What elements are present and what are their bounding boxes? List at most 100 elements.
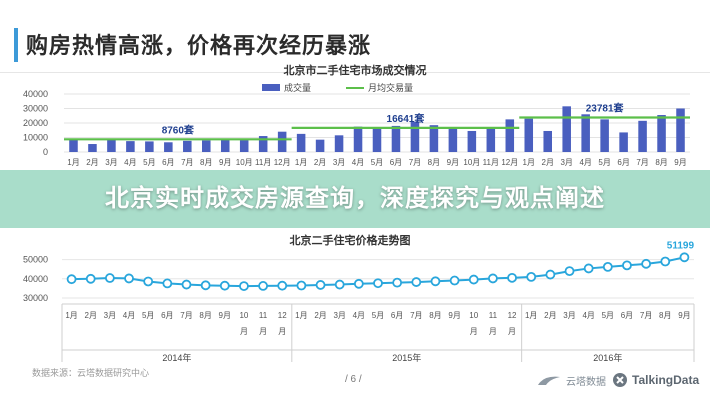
chart2-title: 北京二手住宅价格走势图 [290, 233, 411, 247]
price-point-6 [181, 279, 192, 290]
price-point-20 [449, 275, 460, 286]
bar-1月 [524, 118, 534, 152]
bar-7月 [638, 120, 647, 152]
chart1-ytick: 0 [43, 147, 48, 157]
bar-4月 [126, 141, 135, 152]
chart2-xtick: 3月 [563, 311, 575, 320]
price-point-1 [85, 273, 96, 284]
price-point-0 [66, 274, 77, 285]
bar-2月 [543, 130, 552, 152]
price-point-12 [296, 280, 307, 291]
price-point-30 [641, 258, 652, 269]
legend-label-average: 月均交易量 [368, 82, 413, 93]
chart1-xtick: 9月 [219, 158, 231, 167]
chart2-xtick: 5月 [372, 311, 384, 320]
chart1-xtick: 10月 [236, 158, 253, 167]
chart2-xtick: 1月 [295, 311, 307, 320]
chart1-xtick: 2月 [86, 158, 98, 167]
chart1-xtick: 9月 [447, 158, 459, 167]
bar-5月 [145, 141, 154, 152]
title-accent-bar [14, 28, 18, 62]
chart1-ytick: 30000 [23, 104, 48, 114]
price-point-31 [660, 256, 671, 267]
yunta-logo-icon [538, 376, 560, 385]
chart2-xtick: 9月 [678, 311, 690, 320]
price-point-22 [488, 273, 498, 284]
bar-10月 [239, 140, 249, 152]
chart2-xtick-line2: 月 [278, 327, 286, 336]
title-divider [0, 72, 710, 73]
chart1-xtick: 11月 [483, 158, 499, 167]
chart1-xtick: 6月 [390, 158, 402, 167]
chart1-xtick: 7月 [636, 158, 648, 167]
chart2-xtick: 9月 [219, 311, 231, 320]
chart1-ytick: 40000 [23, 89, 48, 99]
bar-7月 [410, 121, 420, 152]
chart2-xtick: 12 [508, 311, 517, 320]
bar-4月 [353, 126, 363, 152]
chart1-xtick: 7月 [409, 158, 421, 167]
chart2-xtick: 2月 [544, 311, 556, 320]
chart1-xtick: 1月 [295, 158, 307, 167]
data-source-note: 数据来源：云塔数据研究中心 [32, 368, 150, 378]
price-point-14 [334, 279, 345, 290]
chart1-xtick: 3月 [333, 158, 345, 167]
chart1-xtick: 6月 [617, 158, 629, 167]
chart2-xtick: 9月 [448, 311, 460, 320]
price-point-26 [564, 266, 575, 277]
price-point-23 [507, 272, 517, 283]
price-point-15 [353, 278, 364, 289]
chart2-xtick: 7月 [180, 311, 192, 320]
chart2-xtick: 3月 [104, 311, 116, 320]
bar-3月 [562, 106, 571, 152]
chart2-xtick: 11 [489, 311, 498, 320]
chart1-xtick: 8月 [428, 158, 440, 167]
talkingdata-logo: TalkingData [612, 370, 699, 390]
chart2-xtick: 10 [239, 311, 248, 320]
chart2-xtick: 7月 [640, 311, 652, 320]
price-end-label: 51199 [667, 240, 695, 251]
bar-4月 [581, 114, 590, 152]
price-point-18 [411, 277, 422, 287]
chart2-xtick: 4月 [582, 311, 594, 320]
bar-6月 [164, 142, 173, 152]
bar-3月 [107, 139, 116, 152]
chart2-xtick: 2月 [314, 311, 326, 320]
chart2-ytick: 50000 [23, 255, 48, 265]
chart2-xtick-line2: 月 [259, 327, 267, 336]
chart1-xtick: 1月 [523, 158, 535, 167]
chart2-xtick: 8月 [659, 311, 671, 320]
bar-2月 [315, 139, 325, 152]
price-point-19 [430, 276, 441, 287]
chart1-xtick: 4月 [124, 158, 136, 167]
price-point-10 [258, 281, 268, 291]
bar-12月 [505, 119, 515, 152]
chart2-xtick: 6月 [621, 311, 633, 320]
chart2-xtick: 5月 [602, 311, 614, 320]
legend-label-volume: 成交量 [284, 82, 311, 93]
bar-1月 [69, 138, 78, 152]
chart1-xtick: 11月 [255, 158, 271, 167]
price-point-21 [468, 274, 479, 285]
bar-9月 [220, 139, 230, 152]
price-point-5 [162, 278, 173, 289]
bar-7月 [183, 140, 192, 152]
talkingdata-logo-icon [613, 373, 627, 387]
chart2-xtick: 6月 [161, 311, 173, 320]
chart1-xtick: 8月 [655, 158, 667, 167]
chart2-xtick: 10 [469, 311, 478, 320]
group-label-2: 2016年 [593, 352, 622, 363]
chart2-xtick: 12 [278, 311, 287, 320]
chart2-xtick: 4月 [123, 311, 135, 320]
average-label-2: 23781套 [586, 102, 625, 115]
price-point-2 [104, 273, 115, 283]
chart2-xtick: 8月 [429, 311, 441, 320]
yunta-logo: 云塔数据 [536, 370, 606, 390]
price-point-4 [143, 276, 154, 287]
bar-3月 [334, 135, 344, 152]
bar-10月 [467, 130, 477, 152]
price-point-27 [583, 263, 594, 274]
price-point-24 [526, 271, 537, 282]
chart1-xtick: 7月 [181, 158, 193, 167]
bar-11月 [486, 127, 496, 152]
